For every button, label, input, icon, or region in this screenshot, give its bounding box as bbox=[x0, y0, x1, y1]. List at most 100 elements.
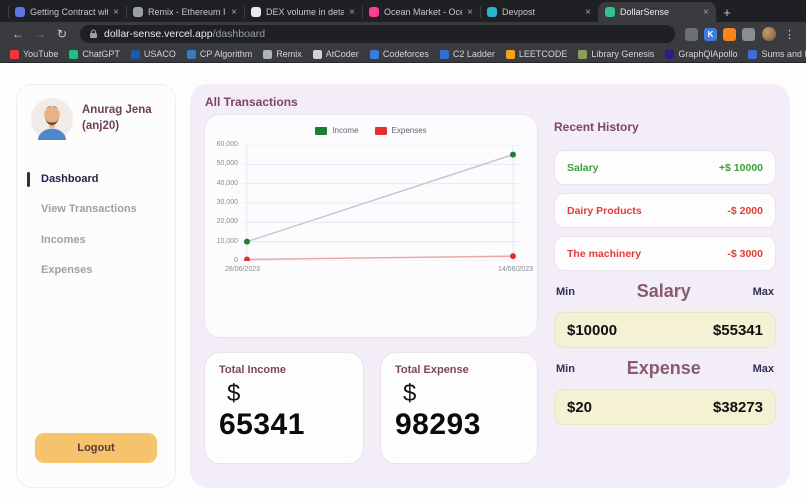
bookmark-leetcode[interactable]: LEETCODE bbox=[505, 49, 568, 59]
libgen-favicon bbox=[578, 49, 588, 59]
expense-range-header: Min Expense Max bbox=[556, 358, 774, 379]
salary-range-card: $10000 $55341 bbox=[554, 312, 776, 348]
history-amount: -$ 3000 bbox=[727, 247, 763, 260]
tab-devpost[interactable]: Devpost × bbox=[480, 2, 598, 22]
total-expense-label: Total Expense bbox=[395, 364, 469, 376]
bookmark-remix[interactable]: Remix bbox=[263, 49, 302, 59]
tab-ocean-market[interactable]: Ocean Market - Ocean Mar... × bbox=[362, 2, 480, 22]
screencast-extension-icon[interactable] bbox=[685, 27, 698, 41]
tab-title: DEX volume in details - O... bbox=[266, 7, 345, 17]
atcoder-favicon bbox=[312, 49, 322, 59]
remix-favicon bbox=[263, 49, 273, 59]
tab-dollarsense-active[interactable]: DollarSense × bbox=[598, 2, 716, 22]
tab-title: Getting Contract with ethe... bbox=[30, 7, 108, 17]
bookmark-label: Remix bbox=[276, 49, 302, 59]
y-axis-tick: 30,000 bbox=[216, 199, 238, 206]
history-amount: -$ 2000 bbox=[727, 204, 763, 217]
tab-title: DollarSense bbox=[620, 7, 670, 17]
new-tab-button[interactable]: + bbox=[723, 4, 731, 20]
wallet-extension-icon[interactable] bbox=[723, 27, 736, 41]
sidebar-item-dashboard[interactable]: Dashboard bbox=[17, 164, 175, 194]
bookmark-label: YouTube bbox=[23, 49, 59, 59]
y-axis-tick: 20,000 bbox=[216, 218, 238, 225]
youtube-favicon bbox=[10, 49, 19, 59]
y-axis-tick: 40,000 bbox=[216, 180, 238, 187]
tab-close-icon[interactable]: × bbox=[231, 6, 237, 18]
tab-title: Devpost bbox=[502, 7, 536, 17]
y-axis-tick: 60,000 bbox=[216, 141, 238, 148]
tab-close-icon[interactable]: × bbox=[467, 6, 473, 18]
x-axis-tick: 28/06/2023 bbox=[225, 266, 261, 273]
tab-title: Remix - Ethereum IDE bbox=[148, 7, 226, 17]
bookmark-library-genesis[interactable]: Library Genesis bbox=[578, 49, 654, 59]
legend-label: Expenses bbox=[391, 126, 427, 135]
profile-avatar[interactable] bbox=[762, 27, 776, 41]
forward-icon[interactable]: → bbox=[34, 27, 46, 41]
transactions-chart: Income Expenses 60,000 50,000 40,000 30,… bbox=[204, 114, 538, 338]
bookmark-label: ChatGPT bbox=[82, 49, 120, 59]
legend-income[interactable]: Income bbox=[315, 126, 359, 135]
lock-icon bbox=[90, 29, 97, 38]
history-amount: +$ 10000 bbox=[718, 161, 763, 174]
salary-range-header: Min Salary Max bbox=[556, 281, 774, 302]
bookmark-label: LEETCODE bbox=[518, 49, 568, 59]
tab-close-icon[interactable]: × bbox=[585, 6, 591, 18]
history-item-dairy: Dairy Products -$ 2000 bbox=[554, 193, 776, 228]
bookmark-usaco[interactable]: USACO bbox=[130, 49, 176, 59]
logout-button[interactable]: Logout bbox=[35, 433, 157, 463]
browser-menu-icon[interactable]: ⋮ bbox=[784, 28, 795, 41]
chart-legend: Income Expenses bbox=[205, 126, 537, 135]
tab-close-icon[interactable]: × bbox=[703, 6, 709, 18]
tab-getting-contract[interactable]: Getting Contract with ethe... × bbox=[8, 2, 126, 22]
sidebar: Anurag Jena (anj20) Dashboard View Trans… bbox=[16, 84, 176, 488]
sidebar-item-incomes[interactable]: Incomes bbox=[41, 233, 86, 246]
x-axis-tick: 14/06/2023 bbox=[497, 266, 533, 273]
y-axis-tick: 0 bbox=[234, 257, 238, 264]
browser-toolbar: ← → ↻ dollar-sense.vercel.app/dashboard … bbox=[0, 22, 806, 46]
max-label: Max bbox=[752, 362, 774, 375]
sidebar-item-expenses[interactable]: Expenses bbox=[41, 263, 93, 276]
tab-favicon bbox=[605, 7, 615, 17]
bookmark-youtube[interactable]: YouTube bbox=[10, 49, 58, 59]
reload-icon[interactable]: ↻ bbox=[56, 27, 68, 41]
bookmark-graphql-apollo[interactable]: GraphQlApollo bbox=[665, 49, 737, 59]
bookmark-label: Library Genesis bbox=[591, 49, 655, 59]
tab-close-icon[interactable]: × bbox=[349, 6, 355, 18]
salary-min-value: $10000 bbox=[567, 321, 618, 339]
kite-extension-icon[interactable]: K bbox=[704, 27, 717, 41]
bookmark-label: AtCoder bbox=[325, 49, 359, 59]
bookmark-chatgpt[interactable]: ChatGPT bbox=[69, 49, 120, 59]
recent-history: Recent History Salary +$ 10000 Dairy Pro… bbox=[554, 120, 776, 429]
history-item-salary: Salary +$ 10000 bbox=[554, 150, 776, 185]
codeforces-favicon bbox=[369, 49, 379, 59]
url-domain: dollar-sense.vercel.app bbox=[104, 28, 213, 40]
bookmark-sums-expect[interactable]: Sums and Expect... bbox=[748, 49, 806, 59]
sidebar-item-view-transactions[interactable]: View Transactions bbox=[41, 203, 137, 216]
y-axis-tick: 50,000 bbox=[216, 160, 238, 167]
tab-close-icon[interactable]: × bbox=[113, 6, 119, 18]
bookmark-cp-algorithm[interactable]: CP Algorithm bbox=[186, 49, 252, 59]
tab-dex-volume[interactable]: DEX volume in details - O... × bbox=[244, 2, 362, 22]
bookmark-codeforces[interactable]: Codeforces bbox=[369, 49, 429, 59]
c2-ladder-favicon bbox=[439, 49, 449, 59]
salary-max-value: $55341 bbox=[712, 321, 763, 339]
tab-favicon bbox=[15, 7, 25, 17]
url-path: /dashboard bbox=[212, 28, 266, 40]
tab-remix-ide[interactable]: Remix - Ethereum IDE × bbox=[126, 2, 244, 22]
y-axis-tick: 10,000 bbox=[216, 238, 238, 245]
total-expense-value: 98293 bbox=[395, 408, 481, 441]
main-panel: All Transactions Income Expenses 60,000 … bbox=[190, 84, 790, 488]
extensions-puzzle-icon[interactable] bbox=[742, 27, 755, 41]
leetcode-favicon bbox=[505, 49, 515, 59]
currency-symbol: $ bbox=[403, 380, 417, 407]
tab-favicon bbox=[369, 7, 379, 17]
legend-label: Income bbox=[332, 126, 359, 135]
address-bar[interactable]: dollar-sense.vercel.app/dashboard bbox=[80, 25, 675, 43]
bookmark-c2-ladder[interactable]: C2 Ladder bbox=[439, 49, 495, 59]
bookmark-label: GraphQlApollo bbox=[678, 49, 738, 59]
back-icon[interactable]: ← bbox=[12, 27, 24, 41]
bookmark-label: USACO bbox=[143, 49, 176, 59]
bookmark-atcoder[interactable]: AtCoder bbox=[312, 49, 359, 59]
legend-expenses[interactable]: Expenses bbox=[374, 126, 427, 135]
